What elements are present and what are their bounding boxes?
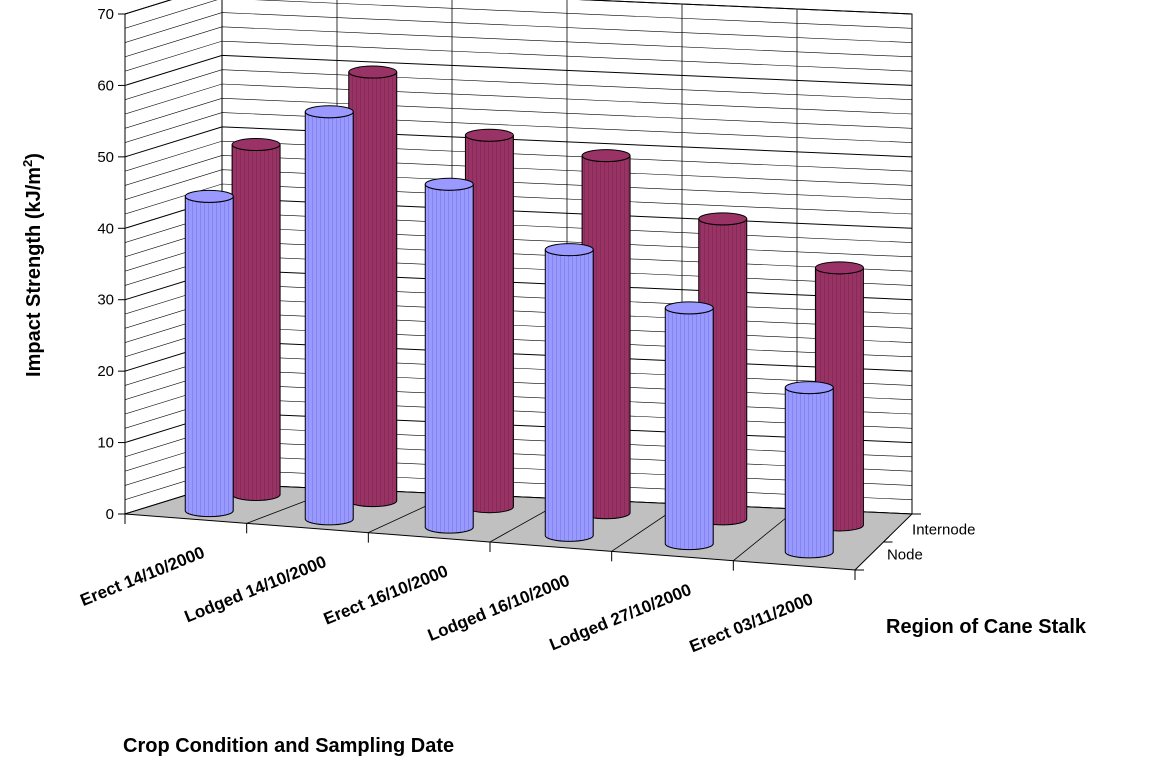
z-tick-label: Internode: [912, 522, 975, 539]
node-bar: [424, 177, 474, 534]
x-axis-title: Crop Condition and Sampling Date: [123, 735, 454, 757]
y-tick-label: 70: [97, 6, 114, 23]
x-tick-label: Lodged 16/10/2000: [425, 571, 572, 645]
node-bar: [544, 243, 594, 542]
internode-bar: [231, 138, 281, 502]
y-tick-label: 30: [97, 292, 114, 309]
node-bar: [664, 301, 714, 551]
y-tick-label: 60: [97, 77, 114, 94]
y-tick-label: 40: [97, 220, 114, 237]
x-tick-label: Erect 16/10/2000: [321, 561, 451, 628]
x-tick-label: Erect 14/10/2000: [78, 543, 208, 610]
node-bar: [184, 189, 234, 518]
y-tick-label: 0: [106, 506, 114, 523]
internode-bar: [348, 65, 398, 508]
y-tick-label: 50: [97, 149, 114, 166]
z-axis-series-labels: Internode Node: [887, 522, 975, 564]
node-bar: [784, 381, 834, 559]
y-tick-label: 20: [97, 363, 114, 380]
node-bar: [304, 105, 354, 526]
z-tick-label: Node: [887, 546, 923, 563]
y-tick-label: 10: [97, 435, 114, 452]
y-axis-ticks: 0 10 20 30 40 50 60 70: [97, 6, 126, 523]
x-tick-label: Erect 03/11/2000: [687, 589, 816, 656]
chart-bars: [184, 65, 864, 559]
internode-bar: [581, 149, 631, 520]
x-tick-label: Lodged 14/10/2000: [182, 552, 329, 626]
y-axis-title: Impact Strength (kJ/m2): [20, 153, 45, 377]
z-axis-title: Region of Cane Stalk: [886, 616, 1087, 638]
x-tick-label: Lodged 27/10/2000: [547, 580, 694, 654]
internode-bar: [464, 128, 514, 514]
